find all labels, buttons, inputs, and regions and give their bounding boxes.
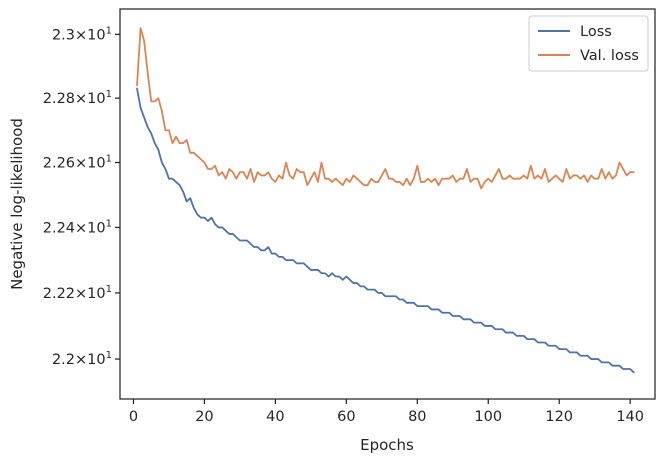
- x-axis-label: Epochs: [360, 436, 414, 454]
- x-tick-label: 20: [195, 409, 213, 425]
- x-tick-label: 140: [616, 409, 644, 425]
- legend-label-loss: Loss: [580, 24, 612, 40]
- x-tick-label: 100: [474, 409, 502, 425]
- plot-area: [119, 8, 656, 400]
- y-tick-label: 2.22×101: [43, 284, 112, 302]
- x-tick-label: 0: [129, 409, 138, 425]
- legend-label-val-loss: Val. loss: [580, 48, 639, 64]
- x-tick-label: 120: [545, 409, 573, 425]
- x-tick-label: 60: [337, 409, 355, 425]
- y-tick-label: 2.24×101: [43, 218, 112, 236]
- legend: Loss Val. loss: [528, 15, 649, 72]
- x-axis-ticks: 0 20 40 60 80 100 120 140: [129, 399, 644, 425]
- series-layer: [136, 27, 635, 374]
- x-tick-label: 40: [266, 409, 284, 425]
- series-line-val-loss: [136, 27, 635, 190]
- legend-box: [528, 15, 649, 72]
- y-tick-label: 2.26×101: [43, 154, 112, 172]
- y-axis-label: Negative log-likelihood: [8, 118, 26, 290]
- y-axis-ticks: 2.2×101 2.22×101 2.24×101 2.26×101 2.28×101 2…: [43, 25, 120, 368]
- y-tick-label: 2.28×101: [43, 89, 112, 107]
- y-tick-label: 2.2×101: [52, 350, 112, 368]
- x-tick-label: 80: [408, 409, 426, 425]
- y-tick-label: 2.3×101: [52, 25, 112, 43]
- series-line-loss: [136, 87, 635, 374]
